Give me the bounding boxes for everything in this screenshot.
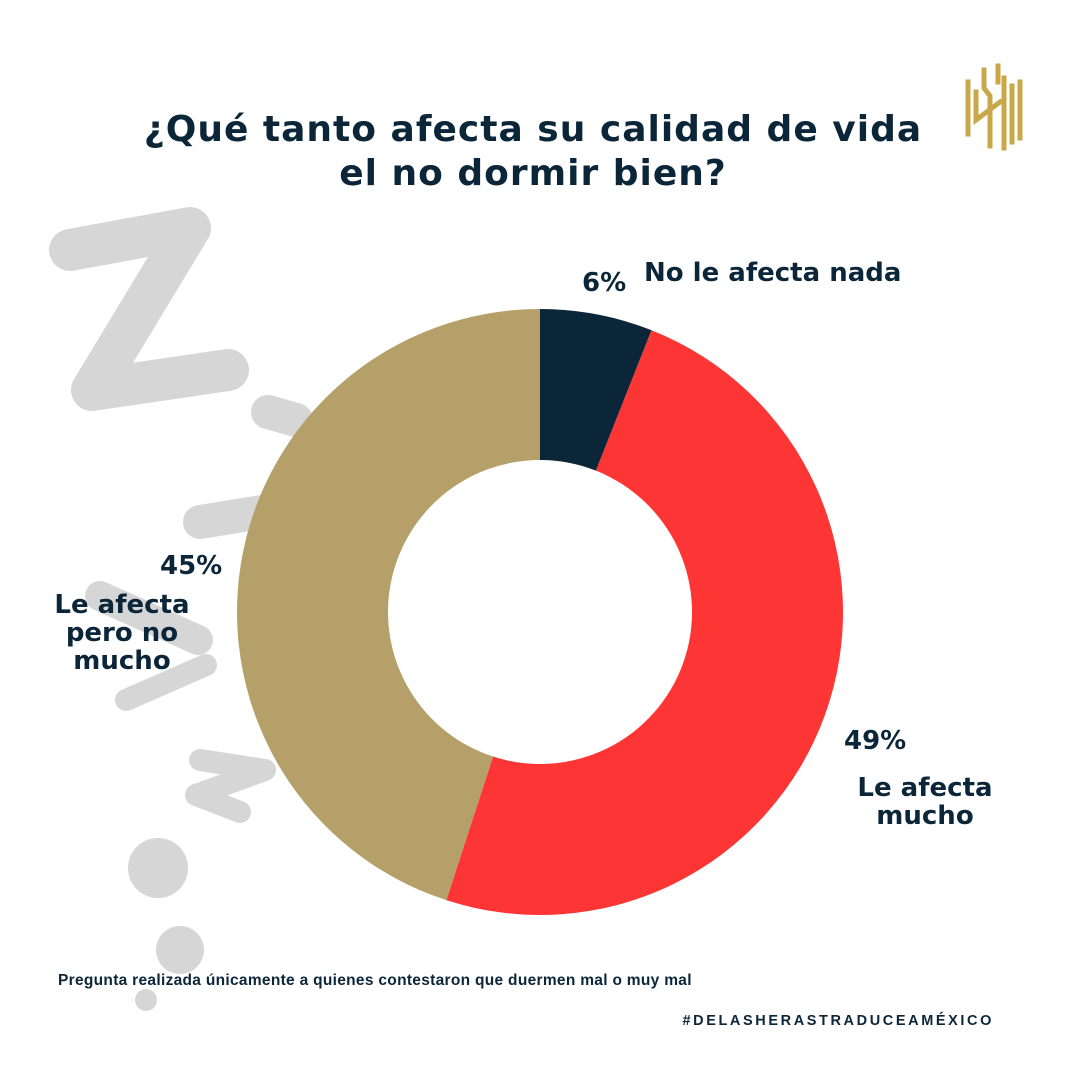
page-title: ¿Qué tanto afecta su calidad de vida el … [100, 108, 966, 196]
category-label-no-le-afecta-nada: No le afecta nada [644, 259, 901, 287]
category-label-line: pero no [65, 618, 179, 648]
value-label-le-afecta-mucho: 49% [844, 726, 907, 756]
category-label-line: Le afecta [54, 590, 190, 620]
category-label-le-afecta-mucho: Le afecta mucho [850, 774, 1000, 830]
category-label-line: mucho [73, 646, 171, 676]
title-line-1: ¿Qué tanto afecta su calidad de vida [143, 109, 923, 150]
category-label-le-afecta-pero-no-mucho: Le afecta pero no mucho [44, 591, 200, 675]
donut-slice-le-afecta-pero-no-mucho [236, 309, 541, 901]
title-line-2: el no dormir bien? [339, 153, 727, 194]
category-label-line: No le afecta nada [644, 258, 902, 288]
value-label-no-le-afecta-nada: 6% [582, 268, 627, 298]
category-label-line: Le afecta [857, 773, 993, 803]
donut-slice-no-le-afecta-nada [540, 309, 652, 471]
category-label-line: mucho [876, 801, 974, 831]
gold-stripes-logo-icon [965, 63, 1023, 151]
value-label-le-afecta-pero-no-mucho: 45% [160, 551, 223, 581]
donut-slice-le-afecta-mucho [446, 330, 844, 916]
hashtag: #DELASHERASTRADUCEAMÉXICO [682, 1013, 994, 1029]
footnote: Pregunta realizada únicamente a quienes … [58, 972, 692, 989]
